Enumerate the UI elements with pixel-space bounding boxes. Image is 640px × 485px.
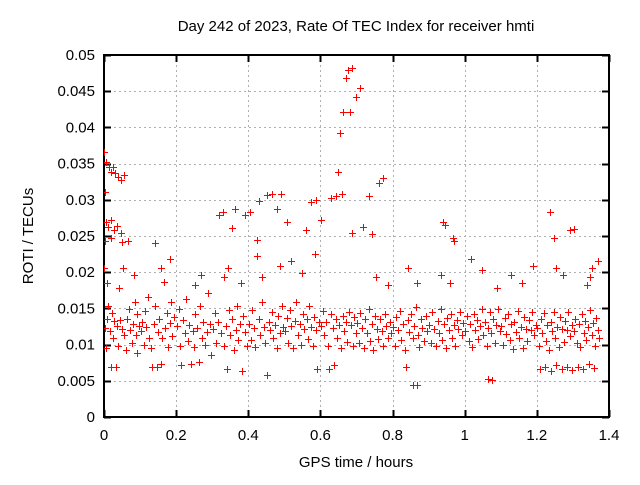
y-tick-label: 0.005 bbox=[57, 373, 95, 390]
grid-lines bbox=[104, 55, 609, 417]
x-tick-label: 0 bbox=[100, 427, 108, 444]
scatter-points-path bbox=[104, 65, 603, 389]
tick-labels: 0 0.2 0.4 0.6 0.8 1 1.2 1.4 0 0.005 0.01 0.015 0.02 0… bbox=[57, 47, 619, 444]
y-tick-label: 0 bbox=[87, 409, 95, 426]
x-tick-label: 1 bbox=[461, 427, 469, 444]
y-tick-label: 0.015 bbox=[57, 300, 95, 317]
y-tick-label: 0.025 bbox=[57, 228, 95, 245]
x-tick-label: 0.6 bbox=[310, 427, 331, 444]
x-tick-label: 1.2 bbox=[526, 427, 547, 444]
y-tick-label: 0.035 bbox=[57, 156, 95, 173]
y-tick-label: 0.01 bbox=[66, 337, 95, 354]
y-tick-label: 0.045 bbox=[57, 83, 95, 100]
y-tick-label: 0.05 bbox=[66, 47, 95, 64]
x-tick-label: 0.4 bbox=[238, 427, 259, 444]
axes bbox=[103, 54, 611, 419]
x-axis-title: GPS time / hours bbox=[299, 454, 413, 471]
y-tick-label: 0.04 bbox=[66, 119, 95, 136]
y-tick-label: 0.03 bbox=[66, 192, 95, 209]
chart-title: Day 242 of 2023, Rate Of TEC Index for r… bbox=[178, 18, 535, 35]
y-axis-title: ROTI / TECUs bbox=[20, 188, 37, 284]
x-tick-label: 0.2 bbox=[166, 427, 187, 444]
scatter-points bbox=[104, 65, 603, 389]
x-tick-label: 1.4 bbox=[599, 427, 620, 444]
y-tick-label: 0.02 bbox=[66, 264, 95, 281]
x-tick-label: 0.8 bbox=[382, 427, 403, 444]
